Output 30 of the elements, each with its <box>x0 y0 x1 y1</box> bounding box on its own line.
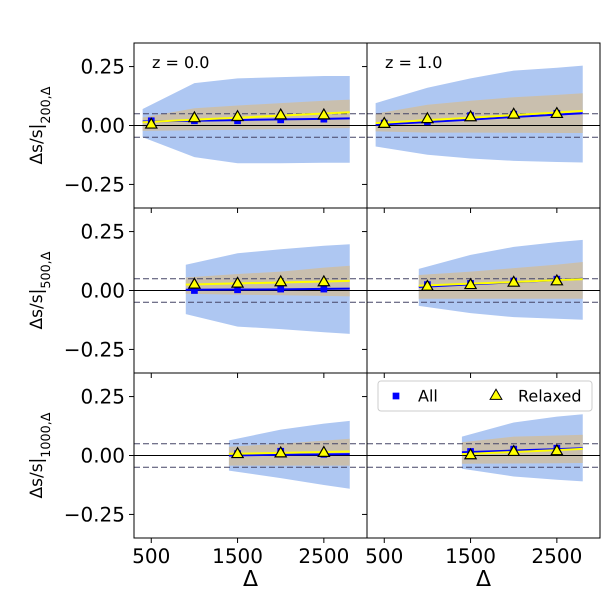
y-tick-label: −0.25 <box>64 337 125 362</box>
point <box>464 110 477 122</box>
x-tick-label: 2500 <box>298 544 350 568</box>
point <box>421 280 434 291</box>
x-tick-label: 1500 <box>212 544 264 568</box>
y-tick-label: 0.25 <box>80 384 125 409</box>
point <box>550 274 564 286</box>
y-tick-label: 0.25 <box>80 54 125 79</box>
x-tick-label: 500 <box>132 544 170 568</box>
y-tick-label: 0.00 <box>80 114 125 138</box>
point <box>421 112 434 124</box>
point <box>507 108 520 119</box>
point <box>550 107 564 118</box>
point <box>464 278 477 290</box>
legend-label: All <box>418 386 438 406</box>
y-tick-label: 0.00 <box>80 444 125 468</box>
point <box>507 276 520 287</box>
point <box>378 116 390 128</box>
annotation: z = 0.0 <box>152 53 210 72</box>
x-tick-label: 1500 <box>445 544 496 568</box>
y-tick-label: −0.25 <box>64 502 125 526</box>
x-tick-label: 500 <box>365 544 404 568</box>
y-tick-label: 0.00 <box>80 278 125 302</box>
y-tick-label: 0.25 <box>80 220 125 244</box>
y-tick-label: −0.25 <box>64 172 125 196</box>
x-tick-label: 2500 <box>531 544 582 568</box>
x-axis-title: Δ <box>476 567 492 592</box>
legend-label: Relaxed <box>518 386 582 406</box>
x-axis-title: Δ <box>242 567 258 592</box>
annotation: z = 1.0 <box>385 53 442 72</box>
